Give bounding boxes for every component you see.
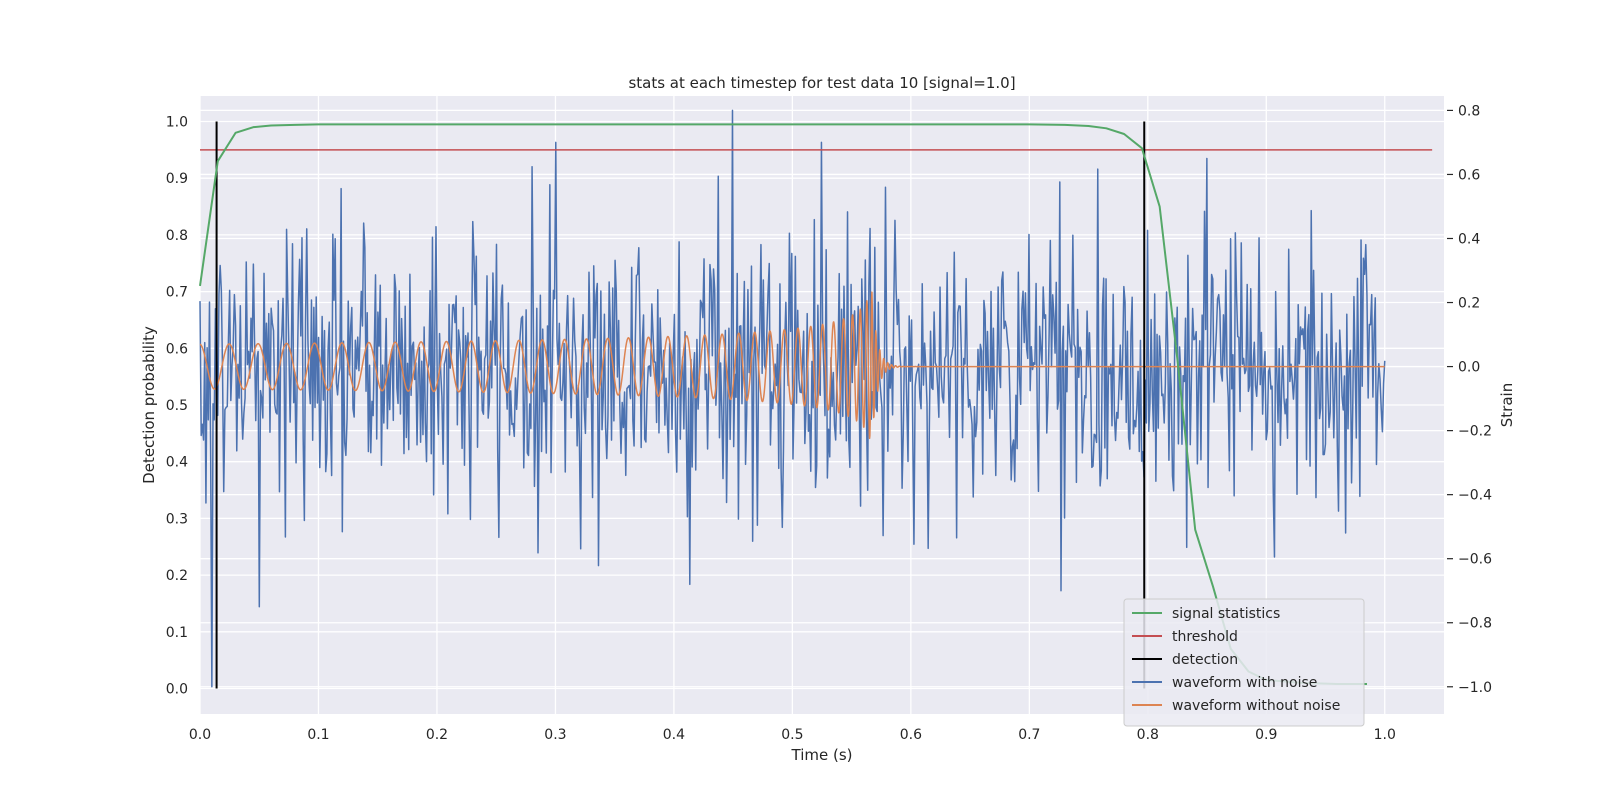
- y-tick-label: 0.5: [166, 398, 188, 414]
- x-tick-label: 0.0: [189, 727, 211, 743]
- x-axis-title: Time (s): [791, 746, 853, 764]
- axes: 0.0 0.1 0.2 0.3 0.4 0.5 0.6 0.7 0.8 0.9 1.0 0.0 0.1 0…: [166, 103, 1492, 743]
- x-tick-label: 0.4: [663, 727, 685, 743]
- y2-tick-label: 0.2: [1458, 296, 1480, 312]
- x-tick-label: 0.5: [781, 727, 803, 743]
- y-tick-label: 0.0: [166, 681, 188, 697]
- y2-tick-label: 0.8: [1458, 103, 1480, 119]
- y-tick-label: 0.3: [166, 511, 188, 527]
- x-tick-label: 1.0: [1374, 727, 1396, 743]
- y2-tick-label: −0.2: [1458, 424, 1492, 440]
- y2-tick-label: 0.4: [1458, 231, 1480, 247]
- y-tick-label: 0.2: [166, 568, 188, 584]
- y2-axis-title: Strain: [1498, 383, 1516, 427]
- chart-title: stats at each timestep for test data 10 …: [628, 74, 1015, 92]
- y2-tick-label: −0.4: [1458, 488, 1492, 504]
- legend-label: threshold: [1172, 629, 1238, 645]
- y-tick-label: 1.0: [166, 115, 188, 131]
- x-tick-label: 0.8: [1137, 727, 1159, 743]
- y2-tick-label: −1.0: [1458, 680, 1492, 696]
- y-tick-label: 0.1: [166, 625, 188, 641]
- y-tick-label: 0.9: [166, 171, 188, 187]
- legend: signal statistics threshold detection wavef…: [1123, 598, 1365, 727]
- legend-label: signal statistics: [1172, 606, 1280, 622]
- x-tick-label: 0.3: [544, 727, 566, 743]
- y-tick-label: 0.8: [166, 228, 188, 244]
- y2-tick-label: 0.0: [1458, 360, 1480, 376]
- y2-tick-label: −0.6: [1458, 552, 1492, 568]
- legend-label: detection: [1172, 652, 1238, 668]
- x-tick-label: 0.6: [900, 727, 922, 743]
- x-tick-label: 0.7: [1018, 727, 1040, 743]
- y2-tick-label: 0.6: [1458, 167, 1480, 183]
- legend-label: waveform without noise: [1172, 698, 1340, 714]
- y-axis-title: Detection probability: [140, 326, 158, 484]
- x-tick-label: 0.2: [426, 727, 448, 743]
- y-tick-label: 0.4: [166, 455, 188, 471]
- waveform-without-noise-line: [199, 291, 1386, 440]
- x-tick-label: 0.9: [1255, 727, 1277, 743]
- legend-box: [1123, 598, 1365, 727]
- waveform-with-noise-line: [199, 109, 1386, 688]
- y-tick-label: 0.6: [166, 341, 188, 357]
- y-tick-label: 0.7: [166, 285, 188, 301]
- y2-tick-label: −0.8: [1458, 616, 1492, 632]
- legend-label: waveform with noise: [1172, 675, 1317, 691]
- x-tick-label: 0.1: [307, 727, 329, 743]
